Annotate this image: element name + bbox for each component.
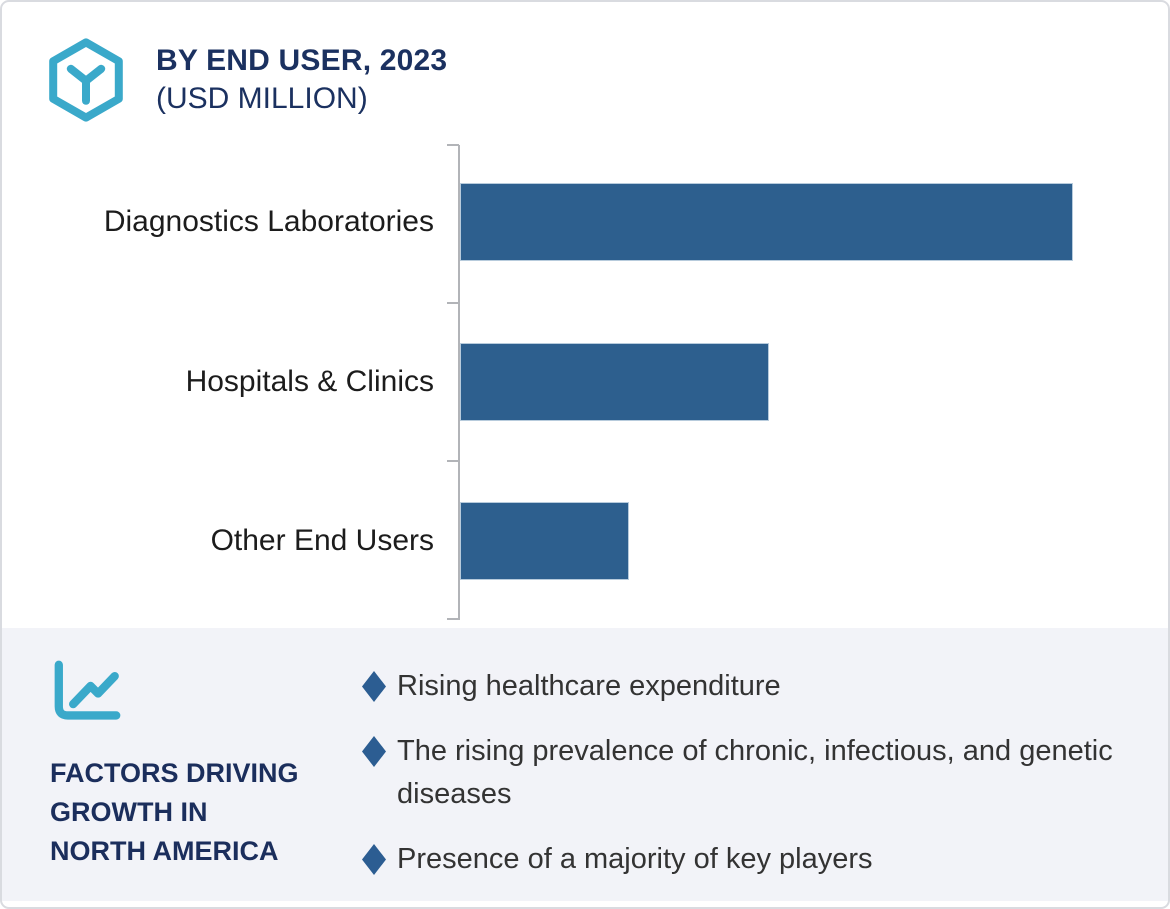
chart-title-block: BY END USER, 2023 (USD MILLION)	[156, 42, 447, 118]
category-label: Diagnostics Laboratories	[103, 205, 434, 238]
factor-text: Rising healthcare expenditure	[397, 670, 781, 702]
hexagon-y-logo-icon	[49, 38, 123, 122]
factor-list-item: Rising healthcare expenditure	[362, 665, 1142, 708]
bar-other-end-users	[460, 502, 629, 580]
factor-list-item: The rising prevalence of chronic, infect…	[362, 730, 1142, 816]
bar-hospitals-clinics	[460, 343, 769, 421]
factor-list-item: Presence of a majority of key players	[362, 838, 1142, 881]
axis-tick	[447, 302, 459, 304]
factors-heading-line: NORTH AMERICA	[50, 836, 279, 866]
factor-text: Presence of a majority of key players	[397, 843, 873, 875]
factors-panel: FACTORS DRIVING GROWTH IN NORTH AMERICA …	[2, 628, 1168, 901]
chart-title: BY END USER, 2023	[156, 44, 448, 77]
category-axis-line	[458, 145, 460, 620]
factors-heading: FACTORS DRIVING GROWTH IN NORTH AMERICA	[50, 754, 299, 871]
diamond-bullet-icon	[362, 736, 386, 767]
axis-tick	[447, 144, 459, 146]
factors-heading-line: FACTORS DRIVING	[50, 758, 299, 788]
chart-units-subtitle: (USD MILLION)	[156, 82, 368, 115]
diamond-bullet-icon	[362, 844, 386, 875]
factor-text: The rising prevalence of chronic, infect…	[397, 735, 1113, 810]
category-label: Other End Users	[210, 524, 434, 557]
bar-diagnostics-laboratories	[460, 183, 1073, 261]
line-chart-icon	[54, 660, 121, 720]
axis-tick	[447, 618, 459, 620]
factors-heading-line: GROWTH IN	[50, 797, 208, 827]
axis-tick	[447, 460, 459, 462]
category-label: Hospitals & Clinics	[185, 365, 434, 398]
diamond-bullet-icon	[362, 671, 386, 702]
